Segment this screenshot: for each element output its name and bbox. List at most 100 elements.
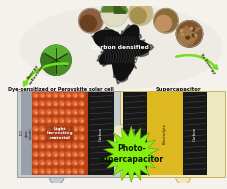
Circle shape bbox=[42, 163, 44, 164]
Circle shape bbox=[78, 92, 84, 98]
Circle shape bbox=[42, 171, 44, 173]
Circle shape bbox=[55, 129, 57, 130]
Text: Dye-sensitized or Perovskite solar cell: Dye-sensitized or Perovskite solar cell bbox=[8, 87, 113, 91]
Circle shape bbox=[79, 144, 83, 148]
Circle shape bbox=[128, 1, 152, 26]
Circle shape bbox=[40, 135, 44, 139]
Circle shape bbox=[52, 92, 58, 98]
Circle shape bbox=[78, 117, 84, 123]
Circle shape bbox=[59, 168, 64, 174]
Bar bbox=[88, 92, 114, 175]
Circle shape bbox=[66, 101, 70, 105]
Circle shape bbox=[75, 112, 76, 114]
Circle shape bbox=[59, 117, 64, 123]
Circle shape bbox=[59, 152, 63, 156]
Circle shape bbox=[45, 100, 51, 106]
Circle shape bbox=[62, 171, 63, 173]
Circle shape bbox=[55, 137, 57, 139]
Circle shape bbox=[68, 95, 70, 97]
Circle shape bbox=[33, 152, 37, 156]
Circle shape bbox=[66, 161, 70, 164]
Circle shape bbox=[39, 117, 45, 123]
Circle shape bbox=[155, 15, 171, 31]
Circle shape bbox=[55, 154, 57, 156]
Circle shape bbox=[62, 95, 63, 97]
Circle shape bbox=[35, 129, 37, 130]
Circle shape bbox=[62, 137, 63, 139]
Circle shape bbox=[78, 160, 84, 166]
Circle shape bbox=[52, 143, 58, 149]
Circle shape bbox=[32, 109, 38, 115]
Wedge shape bbox=[43, 45, 69, 60]
Circle shape bbox=[65, 160, 71, 166]
Circle shape bbox=[111, 125, 128, 142]
Circle shape bbox=[32, 100, 38, 106]
Text: To Energy: To Energy bbox=[198, 53, 215, 75]
Bar bbox=[119, 91, 224, 177]
Circle shape bbox=[47, 110, 50, 114]
Circle shape bbox=[40, 127, 44, 131]
Circle shape bbox=[62, 154, 63, 156]
Circle shape bbox=[59, 143, 64, 149]
Circle shape bbox=[62, 146, 63, 147]
Circle shape bbox=[73, 127, 76, 131]
Circle shape bbox=[68, 104, 70, 105]
Circle shape bbox=[49, 171, 50, 173]
Circle shape bbox=[39, 160, 45, 166]
Circle shape bbox=[59, 144, 63, 148]
Circle shape bbox=[33, 119, 37, 122]
Circle shape bbox=[45, 109, 51, 115]
Circle shape bbox=[79, 152, 83, 156]
Circle shape bbox=[45, 160, 51, 166]
Circle shape bbox=[81, 146, 83, 147]
Circle shape bbox=[66, 127, 70, 131]
Circle shape bbox=[65, 134, 71, 140]
Circle shape bbox=[78, 109, 84, 115]
Circle shape bbox=[40, 93, 44, 97]
Circle shape bbox=[45, 143, 51, 149]
Circle shape bbox=[55, 121, 57, 122]
Wedge shape bbox=[41, 53, 56, 75]
Circle shape bbox=[47, 101, 50, 105]
Circle shape bbox=[66, 152, 70, 156]
Circle shape bbox=[55, 163, 57, 164]
Circle shape bbox=[73, 161, 76, 164]
Circle shape bbox=[55, 112, 57, 114]
Circle shape bbox=[45, 168, 51, 174]
Circle shape bbox=[72, 134, 78, 140]
Circle shape bbox=[175, 21, 202, 47]
Circle shape bbox=[55, 104, 57, 105]
Circle shape bbox=[68, 154, 70, 156]
Circle shape bbox=[49, 121, 50, 122]
Circle shape bbox=[78, 151, 84, 157]
Circle shape bbox=[39, 109, 45, 115]
Circle shape bbox=[59, 127, 63, 131]
Circle shape bbox=[65, 100, 71, 106]
Text: Energy
collection: Energy collection bbox=[24, 61, 45, 86]
Circle shape bbox=[72, 160, 78, 166]
Circle shape bbox=[53, 161, 57, 164]
Circle shape bbox=[52, 109, 58, 115]
Circle shape bbox=[53, 127, 57, 131]
Circle shape bbox=[32, 151, 38, 157]
Text: Carbon: Carbon bbox=[132, 126, 136, 141]
Wedge shape bbox=[101, 13, 127, 26]
Circle shape bbox=[32, 168, 38, 174]
Circle shape bbox=[49, 112, 50, 114]
Circle shape bbox=[32, 143, 38, 149]
Circle shape bbox=[32, 117, 38, 123]
Circle shape bbox=[65, 117, 71, 123]
Circle shape bbox=[59, 93, 63, 97]
Circle shape bbox=[59, 119, 63, 122]
Circle shape bbox=[66, 119, 70, 122]
Circle shape bbox=[68, 112, 70, 114]
Circle shape bbox=[68, 146, 70, 147]
Bar bbox=[32, 92, 88, 175]
Circle shape bbox=[79, 110, 83, 114]
Circle shape bbox=[40, 144, 44, 148]
Text: Photo-
supercapacitor: Photo- supercapacitor bbox=[98, 144, 163, 164]
Circle shape bbox=[59, 151, 64, 157]
Circle shape bbox=[130, 8, 146, 24]
Circle shape bbox=[72, 151, 78, 157]
Bar bbox=[147, 92, 182, 175]
